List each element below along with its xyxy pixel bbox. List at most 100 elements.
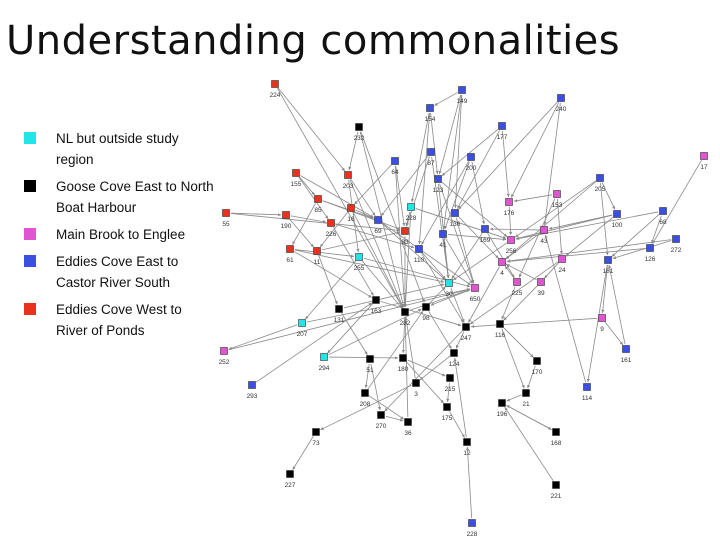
graph-node[interactable]: 163 — [371, 296, 382, 316]
graph-node[interactable]: 227 — [285, 470, 296, 490]
node-marker-magenta — [553, 190, 561, 198]
node-label: 200 — [466, 165, 477, 172]
edge-85-61 — [292, 203, 316, 245]
edge-177-176 — [502, 130, 510, 198]
graph-node[interactable]: 650 — [470, 284, 481, 304]
graph-node[interactable]: 36 — [404, 418, 412, 438]
graph-node[interactable]: 4 — [498, 258, 506, 278]
graph-node[interactable]: 215 — [445, 374, 456, 394]
slide-title: Understanding commonalities — [6, 18, 621, 64]
edge-256-30 — [452, 242, 508, 281]
graph-node[interactable]: 293 — [247, 381, 258, 401]
graph-node[interactable]: 110 — [414, 245, 425, 265]
graph-node[interactable]: 294 — [319, 353, 330, 373]
graph-node[interactable]: 228 — [406, 203, 417, 223]
node-label: 110 — [414, 257, 425, 264]
graph-node[interactable]: 200 — [466, 153, 477, 173]
graph-node[interactable]: 232 — [354, 123, 365, 143]
edge-228-256 — [415, 208, 507, 239]
graph-node[interactable]: 69 — [374, 216, 382, 236]
graph-node[interactable]: 114 — [582, 383, 593, 403]
graph-node[interactable]: 224 — [270, 80, 281, 100]
graph-node[interactable]: 41 — [439, 230, 447, 250]
graph-node[interactable]: 154 — [425, 104, 436, 124]
graph-node[interactable]: 205 — [595, 174, 606, 194]
blue-swatch — [24, 255, 36, 267]
graph-node[interactable]: 190 — [281, 211, 292, 231]
graph-node[interactable]: 24 — [558, 255, 566, 275]
graph-node[interactable]: 168 — [551, 428, 562, 448]
graph-node[interactable]: 255 — [354, 253, 365, 273]
edge-270-36 — [385, 415, 404, 422]
graph-node[interactable]: 252 — [219, 347, 230, 367]
graph-node[interactable]: 12 — [463, 438, 471, 458]
edge-39-4 — [506, 263, 537, 281]
graph-node[interactable]: 270 — [376, 411, 387, 431]
graph-node[interactable]: 247 — [461, 323, 472, 343]
graph-node[interactable]: 180 — [398, 354, 409, 374]
graph-node[interactable]: 9 — [598, 314, 606, 334]
graph-node[interactable]: 208 — [360, 389, 371, 409]
graph-node[interactable]: 55 — [222, 209, 230, 229]
graph-node[interactable]: 68 — [659, 207, 667, 227]
graph-node[interactable]: 30 — [445, 279, 453, 299]
graph-node[interactable]: 176 — [504, 198, 515, 218]
graph-node[interactable]: 64 — [391, 157, 399, 177]
graph-node[interactable]: 226 — [326, 219, 337, 239]
graph-node[interactable]: 155 — [291, 169, 302, 189]
graph-node[interactable]: 240 — [556, 94, 567, 114]
graph-node[interactable]: 256 — [506, 236, 517, 256]
graph-node[interactable]: 123 — [433, 175, 444, 195]
graph-node[interactable]: 177 — [497, 122, 508, 142]
graph-node[interactable]: 131 — [334, 305, 345, 325]
graph-node[interactable]: 87 — [427, 148, 435, 168]
graph-node[interactable]: 175 — [442, 403, 453, 423]
edge-282-180 — [401, 316, 406, 354]
edge-247-124 — [455, 331, 465, 349]
graph-node[interactable]: 61 — [286, 245, 294, 265]
graph-node[interactable]: 203 — [343, 171, 354, 191]
graph-node[interactable]: 43 — [540, 226, 548, 246]
graph-node[interactable]: 272 — [671, 235, 682, 255]
graph-node[interactable]: 170 — [532, 357, 543, 377]
node-label: 181 — [603, 268, 614, 275]
graph-node[interactable]: 83 — [401, 227, 409, 247]
edge-221-196 — [504, 406, 554, 482]
edge-69-30 — [381, 223, 446, 280]
graph-node[interactable]: 51 — [366, 355, 374, 375]
graph-node[interactable]: 73 — [312, 428, 320, 448]
graph-node[interactable]: 196 — [497, 399, 508, 419]
node-marker-blue — [415, 245, 423, 253]
graph-node[interactable]: 17 — [700, 152, 708, 172]
graph-node[interactable]: 98 — [422, 303, 430, 323]
graph-node[interactable]: 282 — [400, 308, 411, 328]
node-label: 207 — [297, 331, 308, 338]
graph-node[interactable]: 181 — [603, 256, 614, 276]
graph-node[interactable]: 85 — [314, 195, 322, 215]
edge-155-69 — [300, 175, 374, 218]
graph-node[interactable]: 16 — [347, 204, 355, 224]
graph-node[interactable]: 228 — [467, 519, 478, 539]
graph-node[interactable]: 153 — [552, 190, 563, 210]
node-label: 293 — [247, 393, 258, 400]
graph-node[interactable]: 136 — [450, 209, 461, 229]
graph-node[interactable]: 207 — [297, 319, 308, 339]
graph-node[interactable]: 116 — [495, 320, 506, 340]
graph-node[interactable]: 11 — [313, 247, 321, 267]
graph-node[interactable]: 225 — [512, 278, 523, 298]
graph-node[interactable]: 126 — [645, 244, 656, 264]
graph-node[interactable]: 221 — [551, 481, 562, 501]
graph-node[interactable]: 161 — [621, 345, 632, 365]
node-marker-red — [314, 195, 322, 203]
graph-node[interactable]: 100 — [612, 210, 623, 230]
graph-node[interactable]: 169 — [480, 225, 491, 245]
graph-node[interactable]: 21 — [522, 389, 530, 409]
node-marker-black — [312, 428, 320, 436]
graph-node[interactable]: 39 — [537, 278, 545, 298]
edge-123-650 — [439, 183, 474, 284]
edge-205-100 — [601, 182, 616, 210]
graph-node[interactable]: 3 — [412, 379, 420, 399]
graph-node[interactable]: 124 — [449, 349, 460, 369]
edge-126-4 — [506, 248, 646, 263]
graph-node[interactable]: 149 — [457, 86, 468, 106]
